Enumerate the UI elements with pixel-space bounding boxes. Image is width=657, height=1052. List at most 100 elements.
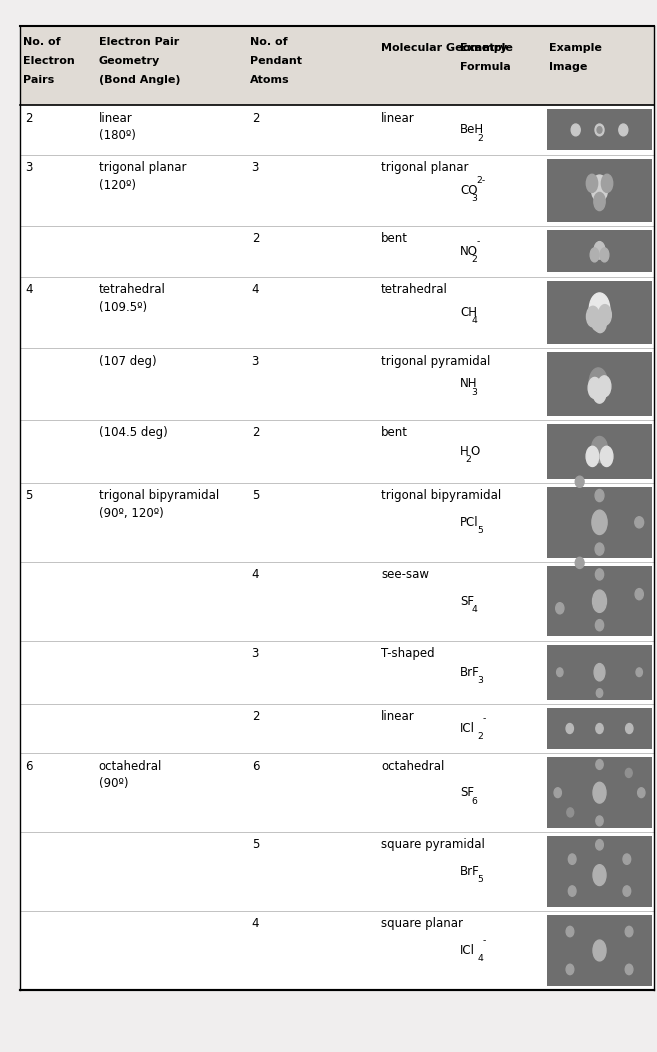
Bar [547, 109, 652, 150]
Ellipse shape [625, 965, 633, 974]
Bar [20, 26, 654, 105]
Bar [20, 105, 654, 155]
Text: Pairs: Pairs [23, 75, 55, 85]
Circle shape [587, 306, 599, 327]
Text: (109.5º): (109.5º) [99, 301, 147, 313]
Text: trigonal bipyramidal: trigonal bipyramidal [99, 489, 219, 502]
Ellipse shape [623, 854, 631, 865]
Text: T-shaped: T-shaped [381, 647, 435, 660]
Ellipse shape [625, 768, 632, 777]
Circle shape [600, 446, 613, 466]
Ellipse shape [571, 124, 580, 136]
Text: 2: 2 [478, 732, 484, 742]
Ellipse shape [596, 760, 603, 769]
Text: (180º): (180º) [99, 129, 135, 142]
Text: CH: CH [460, 306, 477, 319]
Circle shape [600, 248, 609, 262]
Ellipse shape [597, 689, 602, 697]
Text: Example: Example [549, 43, 601, 54]
Text: 5: 5 [478, 875, 484, 885]
Bar [20, 753, 654, 832]
Circle shape [598, 376, 611, 397]
Text: 4: 4 [252, 917, 259, 930]
Text: 3: 3 [478, 676, 484, 685]
Circle shape [599, 305, 612, 325]
Text: NH: NH [460, 378, 478, 390]
Bar [20, 226, 654, 277]
Bar [547, 645, 652, 700]
Text: Electron: Electron [23, 56, 75, 66]
Ellipse shape [595, 569, 604, 580]
Ellipse shape [595, 489, 604, 502]
Text: NO: NO [460, 245, 478, 258]
Circle shape [593, 940, 606, 960]
Text: 2: 2 [252, 112, 259, 124]
Text: -: - [482, 936, 486, 946]
Ellipse shape [566, 724, 574, 733]
Text: 6: 6 [472, 796, 478, 806]
Text: trigonal pyramidal: trigonal pyramidal [381, 355, 490, 367]
Text: (90º): (90º) [99, 777, 128, 790]
Circle shape [589, 292, 610, 326]
Text: 2: 2 [466, 456, 472, 464]
Circle shape [591, 437, 608, 463]
Bar [547, 487, 652, 558]
Text: No. of: No. of [23, 37, 60, 47]
Bar [547, 230, 652, 272]
Circle shape [593, 590, 606, 612]
Bar [547, 352, 652, 416]
Text: (104.5 deg): (104.5 deg) [99, 426, 168, 439]
Ellipse shape [636, 668, 643, 676]
Circle shape [594, 242, 605, 259]
Bar [547, 281, 652, 344]
Text: bent: bent [381, 232, 408, 245]
Text: 4: 4 [25, 283, 32, 296]
Text: Formula: Formula [460, 62, 510, 73]
Text: 3: 3 [25, 161, 32, 174]
Text: 3: 3 [472, 388, 478, 397]
Circle shape [594, 193, 605, 210]
Circle shape [588, 378, 601, 399]
Bar [20, 641, 654, 704]
Text: SF: SF [460, 594, 474, 608]
Ellipse shape [597, 126, 602, 134]
Text: O: O [470, 445, 480, 458]
Text: Molecular Geometry: Molecular Geometry [381, 43, 507, 54]
Circle shape [592, 510, 607, 534]
Text: trigonal bipyramidal: trigonal bipyramidal [381, 489, 501, 502]
Ellipse shape [596, 724, 603, 733]
Text: octahedral: octahedral [99, 760, 162, 772]
Bar [20, 832, 654, 911]
Text: -: - [482, 714, 486, 724]
Text: ICl: ICl [460, 944, 475, 957]
Text: 2: 2 [472, 256, 478, 264]
Text: Geometry: Geometry [99, 56, 160, 66]
Bar [20, 483, 654, 562]
Text: 2: 2 [25, 112, 32, 124]
Ellipse shape [556, 603, 564, 614]
Text: -: - [476, 238, 480, 246]
Text: linear: linear [99, 112, 132, 124]
Text: 4: 4 [472, 605, 478, 614]
Text: 5: 5 [478, 526, 484, 535]
Bar [20, 277, 654, 348]
Bar [20, 911, 654, 990]
Ellipse shape [635, 588, 643, 600]
Text: see-saw: see-saw [381, 568, 429, 581]
Text: 2: 2 [252, 710, 259, 723]
Text: linear: linear [381, 710, 415, 723]
Bar [547, 424, 652, 479]
Text: 5: 5 [252, 489, 259, 502]
Text: Pendant: Pendant [250, 56, 302, 66]
Circle shape [594, 664, 605, 681]
Text: (90º, 120º): (90º, 120º) [99, 507, 164, 520]
Ellipse shape [596, 816, 603, 826]
Circle shape [593, 865, 606, 886]
Text: 4: 4 [472, 317, 478, 325]
Text: (Bond Angle): (Bond Angle) [99, 75, 180, 85]
Circle shape [591, 310, 604, 331]
Ellipse shape [576, 477, 584, 487]
Ellipse shape [635, 517, 644, 528]
Text: 3: 3 [252, 161, 259, 174]
Circle shape [594, 312, 606, 332]
